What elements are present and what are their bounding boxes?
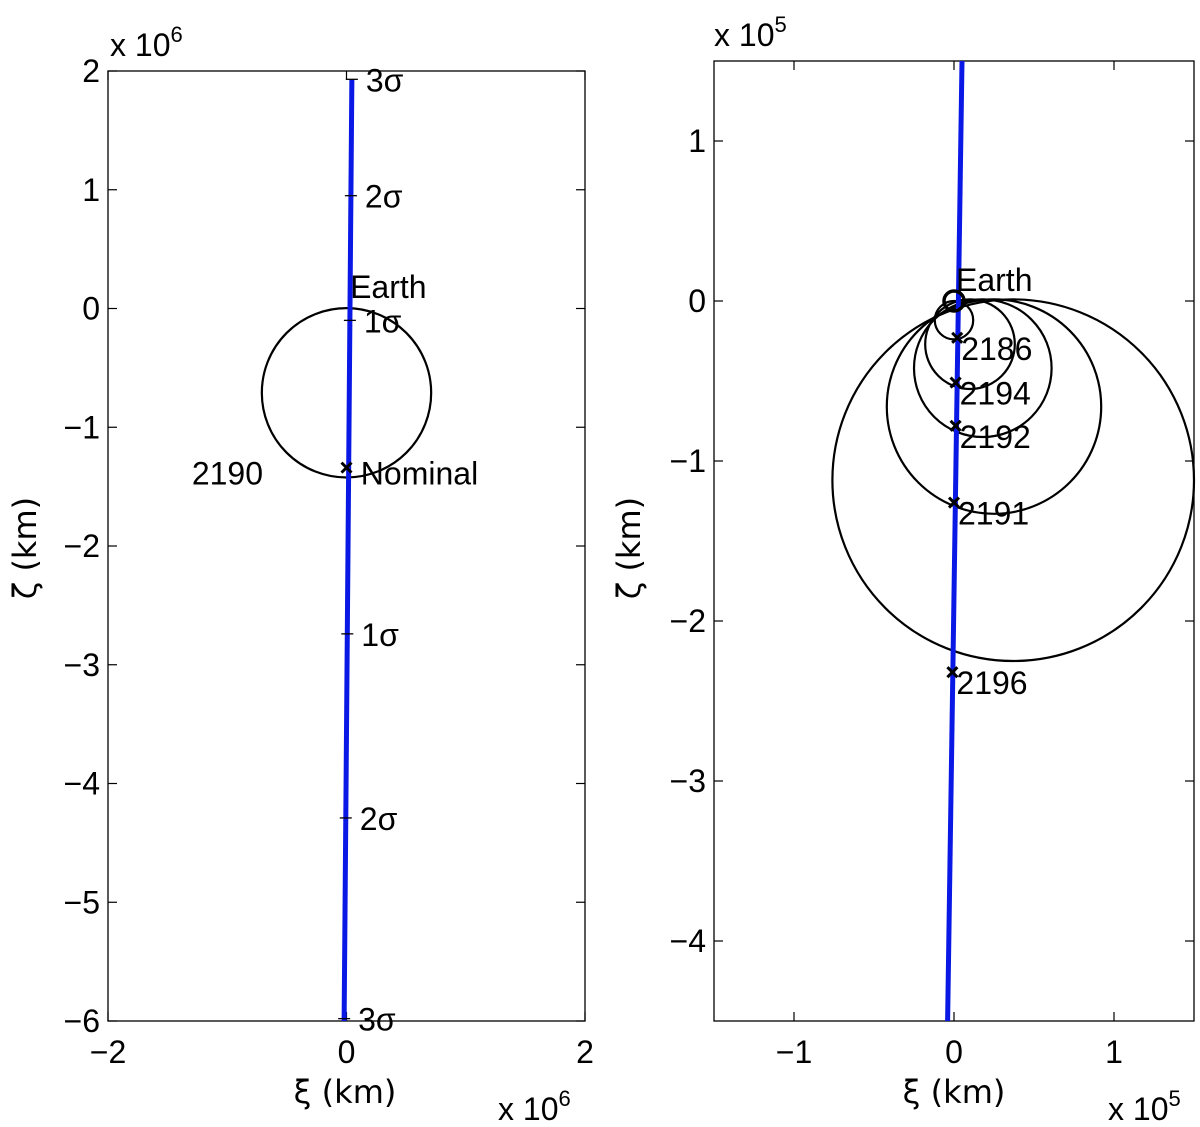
right-line-of-variations xyxy=(945,60,965,1022)
right-marker-label: 2191 xyxy=(958,496,1029,532)
left-y-tick-label: −3 xyxy=(64,647,100,683)
left-sigma-label: 2σ xyxy=(365,179,403,215)
right-keyhole-circle xyxy=(912,298,1053,439)
left-y-tick-label: 2 xyxy=(82,53,100,89)
right-y-exponent-label: x 105 xyxy=(714,12,787,53)
left-annotation: Earth xyxy=(350,269,426,305)
right-earth-label: Earth xyxy=(956,262,1032,298)
right-impact-marker xyxy=(951,331,964,344)
left-y-tick-label: 0 xyxy=(82,291,100,327)
left-y-tick-label: −6 xyxy=(64,1003,100,1039)
left-sigma-label: 2σ xyxy=(360,801,398,837)
right-keyhole-circle xyxy=(831,298,1196,663)
left-impact-marker xyxy=(340,461,353,474)
left-sigma-label: 1σ xyxy=(361,617,399,653)
left-y-tick-label: −5 xyxy=(64,884,100,920)
right-y-tick-label: 0 xyxy=(688,283,706,319)
left-y-axis-label: ζ (km) xyxy=(6,497,44,599)
left-y-tick-label: −2 xyxy=(64,528,100,564)
right-impact-marker xyxy=(947,496,961,509)
right-impact-marker xyxy=(949,376,962,389)
right-y-tick-label: −4 xyxy=(670,923,706,959)
left-x-tick-label: 2 xyxy=(576,1034,594,1070)
right-x-exponent-label: x 105 xyxy=(1108,1086,1181,1127)
left-x-tick-label: −2 xyxy=(90,1034,126,1070)
right-keyhole-circle xyxy=(924,298,1016,391)
left-y-tick-label: 1 xyxy=(82,172,100,208)
right-y-tick-label: 1 xyxy=(688,123,706,159)
left-x-tick-label: 0 xyxy=(338,1034,356,1070)
right-y-axis-label: ζ (km) xyxy=(610,497,648,599)
right-x-tick-label: −1 xyxy=(776,1034,812,1070)
left-y-tick-label: −4 xyxy=(64,766,100,802)
right-x-axis-label: ξ (km) xyxy=(903,1073,1006,1111)
left-y-tick-label: −1 xyxy=(64,409,100,445)
left-line-of-variations xyxy=(341,79,355,1022)
right-impact-marker xyxy=(946,666,959,679)
right-x-tick-label: 1 xyxy=(1105,1034,1123,1070)
left-panel: −2 0 2 −6 −5 −4 −3 −2 −1 0 1 2 3σ 2σ 1σ 1σ 2σ 3σ Earth Nomi… xyxy=(6,22,594,1127)
left-x-exponent-label: x 106 xyxy=(498,1086,571,1127)
right-x-tick-label: 0 xyxy=(945,1034,963,1070)
left-y-exponent-label: x 106 xyxy=(110,22,183,63)
right-plot-area: −1 0 1 −4 −3 −2 −1 0 1 2186 2194 2192 2191 2196 Earth xyxy=(670,60,1196,1070)
right-y-tick-label: −3 xyxy=(670,763,706,799)
right-impact-marker xyxy=(949,419,962,432)
right-y-tick-label: −1 xyxy=(670,443,706,479)
left-annotation: 2190 xyxy=(192,456,263,492)
left-annotation: Nominal xyxy=(361,456,478,492)
right-panel: −1 0 1−4−3−2−10121862194219221912196Earth … xyxy=(610,12,1196,1127)
left-sigma-label: 1σ xyxy=(364,303,402,339)
left-x-axis-label: ξ (km) xyxy=(294,1073,397,1111)
right-marker-label: 2194 xyxy=(960,376,1031,412)
right-marker-label: 2186 xyxy=(961,331,1032,367)
left-sigma-label: 3σ xyxy=(366,62,404,98)
right-marker-label: 2196 xyxy=(956,665,1027,701)
left-sigma-label: 3σ xyxy=(358,1002,396,1038)
left-plot-area: −2 0 2 −6 −5 −4 −3 −2 −1 0 1 2 3σ 2σ 1σ 1σ 2σ 3σ Earth Nomi… xyxy=(64,53,594,1070)
right-marker-label: 2192 xyxy=(960,419,1031,455)
right-earth-marker xyxy=(942,289,966,313)
right-y-tick-label: −2 xyxy=(670,603,706,639)
